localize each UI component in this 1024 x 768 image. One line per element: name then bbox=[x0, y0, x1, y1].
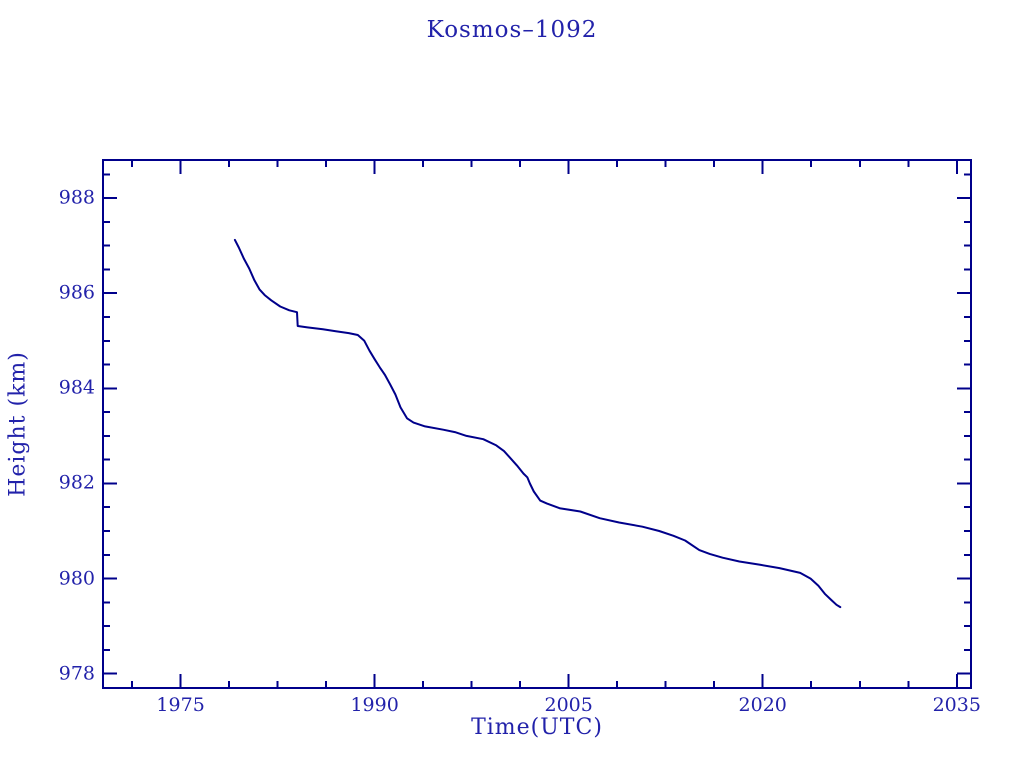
x-tick-label: 2020 bbox=[738, 694, 787, 716]
y-tick-label: 984 bbox=[58, 376, 95, 399]
x-tick-label: 1990 bbox=[350, 694, 399, 716]
plot-frame bbox=[102, 159, 972, 689]
y-tick-label: 978 bbox=[58, 662, 95, 685]
y-tick-label: 982 bbox=[58, 471, 95, 494]
y-tick-label: 980 bbox=[58, 567, 95, 590]
height-series-line bbox=[233, 238, 842, 609]
x-tick-label: 2005 bbox=[544, 694, 593, 716]
y-tick-label: 988 bbox=[58, 186, 95, 209]
y-tick-label: 986 bbox=[58, 281, 95, 304]
x-tick-label: 1975 bbox=[156, 694, 205, 716]
x-axis-label: Time(UTC) bbox=[471, 715, 603, 740]
x-tick-label: 2035 bbox=[932, 694, 981, 716]
chart-title: Kosmos–1092 bbox=[426, 17, 598, 43]
